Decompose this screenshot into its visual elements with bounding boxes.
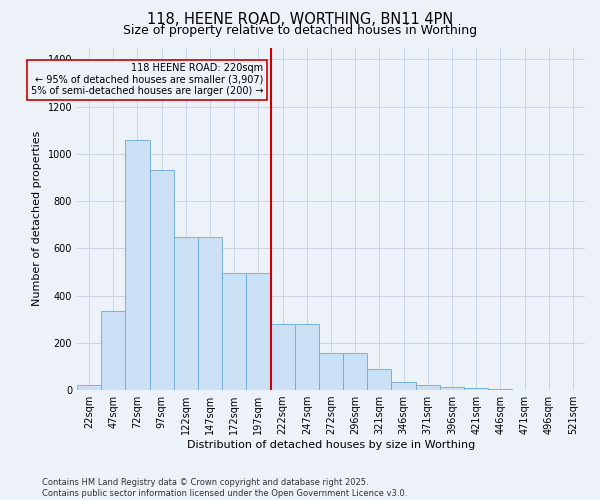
Bar xyxy=(295,324,319,390)
X-axis label: Distribution of detached houses by size in Worthing: Distribution of detached houses by size … xyxy=(187,440,475,450)
Text: Contains HM Land Registry data © Crown copyright and database right 2025.
Contai: Contains HM Land Registry data © Crown c… xyxy=(42,478,407,498)
Bar xyxy=(101,311,125,390)
Text: 118 HEENE ROAD: 220sqm
← 95% of detached houses are smaller (3,907)
5% of semi-d: 118 HEENE ROAD: 220sqm ← 95% of detached… xyxy=(31,63,263,96)
Bar xyxy=(247,273,271,390)
Bar xyxy=(319,354,343,390)
Bar xyxy=(77,386,101,390)
Bar xyxy=(391,382,416,390)
Text: Size of property relative to detached houses in Worthing: Size of property relative to detached ho… xyxy=(123,24,477,37)
Bar xyxy=(343,354,367,390)
Bar xyxy=(367,369,391,390)
Bar xyxy=(125,140,149,390)
Y-axis label: Number of detached properties: Number of detached properties xyxy=(32,131,42,306)
Bar xyxy=(198,236,222,390)
Bar xyxy=(464,388,488,390)
Bar xyxy=(440,386,464,390)
Bar xyxy=(149,170,174,390)
Bar xyxy=(488,389,512,390)
Bar xyxy=(416,386,440,390)
Bar xyxy=(174,236,198,390)
Text: 118, HEENE ROAD, WORTHING, BN11 4PN: 118, HEENE ROAD, WORTHING, BN11 4PN xyxy=(147,12,453,28)
Bar xyxy=(222,273,247,390)
Bar xyxy=(271,324,295,390)
